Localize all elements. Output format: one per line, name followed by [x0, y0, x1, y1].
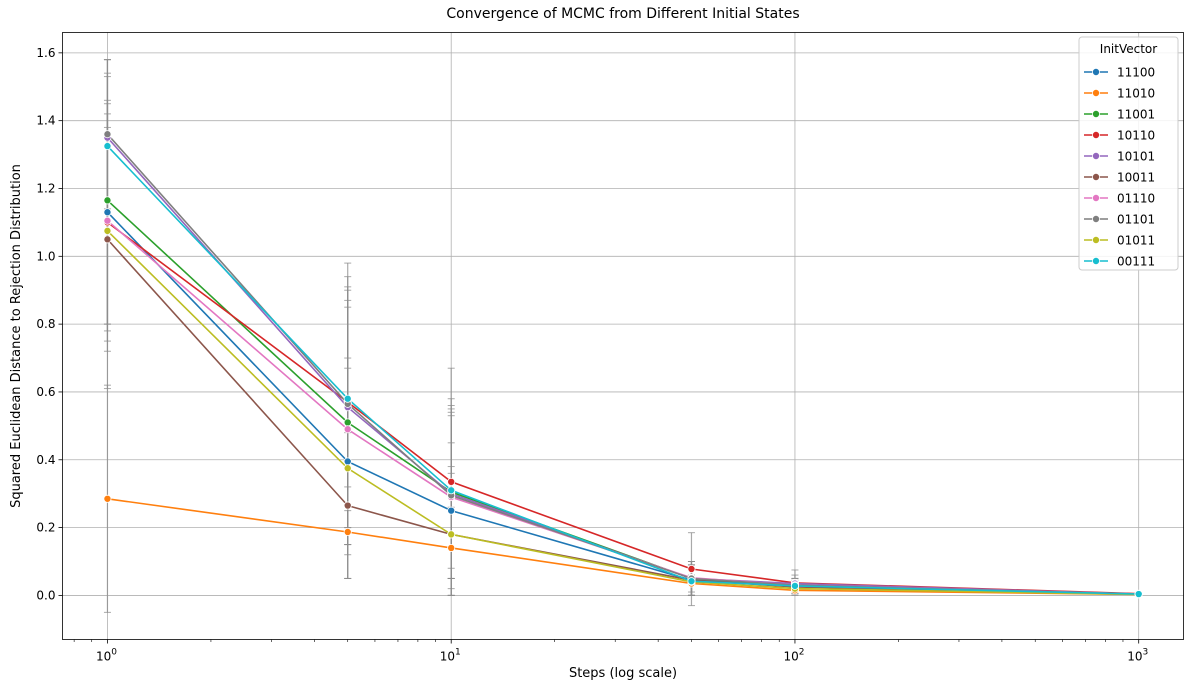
y-tick-label: 0.2	[36, 521, 55, 535]
y-tick-label: 0.8	[36, 317, 55, 331]
data-point	[343, 394, 352, 403]
data-point	[103, 142, 112, 151]
y-tick-label: 1.4	[36, 114, 55, 128]
legend-label: 10011	[1117, 171, 1155, 185]
legend-swatch-marker	[1092, 68, 1101, 77]
series-line-11010	[107, 498, 1139, 596]
x-axis-label: Steps (log scale)	[569, 666, 677, 681]
series-points	[103, 130, 1143, 599]
data-point	[343, 418, 352, 427]
data-point	[103, 494, 112, 503]
legend-label: 01101	[1117, 213, 1155, 227]
data-point	[687, 577, 696, 586]
series-lines	[106, 133, 1139, 596]
x-tick-label: 100	[96, 648, 117, 664]
y-tick-label: 1.2	[36, 181, 55, 195]
y-tick-label: 0.6	[36, 385, 55, 399]
y-axis-ticks: 0.0 0.2 0.4 0.6 0.8 1.0 1.2 1.4 1.6	[36, 46, 63, 602]
y-axis-label: Squared Euclidean Distance to Rejection …	[9, 164, 24, 508]
legend-swatch-marker	[1092, 130, 1101, 139]
data-point	[447, 530, 456, 539]
legend: InitVector 11100 11010 11001 10110 10101 10011…	[1078, 36, 1179, 271]
data-point	[790, 581, 799, 590]
data-point	[103, 235, 112, 244]
legend-title: InitVector	[1100, 42, 1157, 56]
legend-label: 10101	[1117, 150, 1155, 164]
legend-swatch-marker	[1092, 89, 1101, 98]
data-point	[343, 464, 352, 473]
data-point	[343, 425, 352, 434]
y-tick-label: 1.0	[36, 249, 55, 263]
data-point	[343, 528, 352, 537]
legend-label: 01110	[1117, 192, 1155, 206]
x-tick-label: 102	[783, 648, 804, 664]
legend-swatch-marker	[1092, 214, 1101, 223]
series-line-10110	[107, 221, 1139, 595]
legend-label: 11001	[1117, 108, 1155, 122]
plot-frame	[62, 32, 1184, 640]
data-point	[103, 196, 112, 205]
data-point	[103, 208, 112, 217]
data-point	[343, 457, 352, 466]
y-tick-label: 1.6	[36, 46, 55, 60]
legend-swatch-marker	[1092, 172, 1101, 181]
legend-swatch-marker	[1092, 193, 1101, 202]
legend-swatch-marker	[1092, 256, 1101, 265]
series-line-10101	[106, 137, 1139, 595]
series-line-10011	[106, 238, 1139, 595]
series-line-01101	[106, 133, 1139, 595]
x-axis-ticks: 100 101 102 103	[73, 639, 1148, 664]
legend-label: 01011	[1117, 234, 1155, 248]
y-tick-label: 0.0	[36, 588, 55, 602]
legend-swatch-marker	[1092, 110, 1101, 119]
x-tick-label: 101	[440, 648, 461, 664]
legend-box	[1078, 36, 1179, 271]
series-line-00111	[106, 145, 1139, 595]
data-point	[1134, 590, 1143, 599]
legend-label: 10110	[1117, 129, 1155, 143]
data-point	[103, 226, 112, 235]
series-line-01110	[106, 220, 1139, 595]
data-point	[103, 216, 112, 225]
grid-lines	[62, 32, 1184, 640]
data-point	[447, 486, 456, 495]
legend-swatch-marker	[1092, 235, 1101, 244]
data-point	[687, 564, 696, 573]
data-point	[447, 477, 456, 486]
legend-swatch-marker	[1092, 151, 1101, 160]
data-point	[103, 130, 112, 139]
series-line-11001	[106, 199, 1139, 595]
series-line-01011	[106, 230, 1139, 596]
series-line-11100	[106, 211, 1139, 595]
legend-label: 11010	[1117, 87, 1155, 101]
legend-label: 11100	[1117, 66, 1155, 80]
chart-title: Convergence of MCMC from Different Initi…	[446, 6, 799, 22]
legend-label: 00111	[1117, 255, 1155, 269]
data-point	[447, 506, 456, 515]
data-point	[343, 501, 352, 510]
data-point	[447, 543, 456, 552]
y-tick-label: 0.4	[36, 453, 55, 467]
x-tick-label: 103	[1127, 648, 1148, 664]
